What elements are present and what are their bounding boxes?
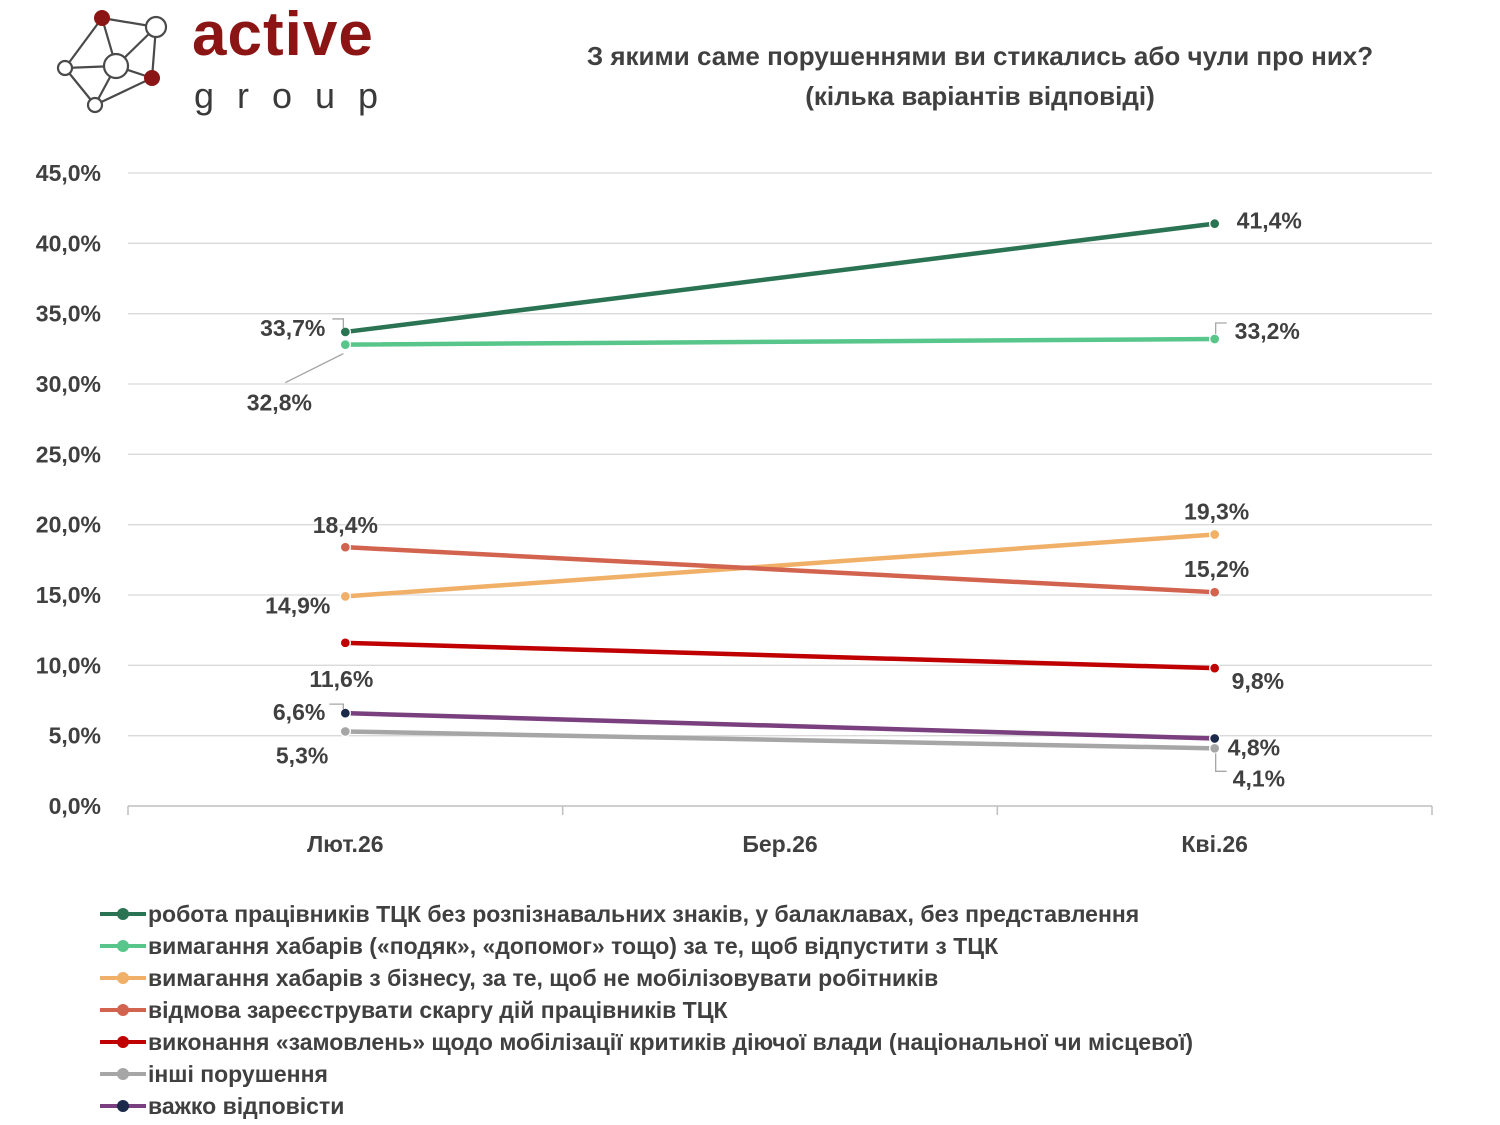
- y-tick-label: 15,0%: [36, 582, 101, 608]
- legend-label: вимагання хабарів з бізнесу, за те, щоб …: [148, 964, 939, 991]
- legend-label: виконання «замовлень» щодо мобілізації к…: [148, 1028, 1194, 1055]
- data-point-marker: [339, 541, 351, 553]
- legend-swatch: [100, 1090, 148, 1122]
- data-label: 18,4%: [313, 512, 378, 538]
- y-tick-label: 10,0%: [36, 652, 101, 678]
- network-logo-icon: [56, 10, 168, 114]
- series-line: [343, 336, 1217, 347]
- legend-item: вимагання хабарів («подяк», «допомог» то…: [100, 930, 1490, 962]
- y-tick-label: 5,0%: [49, 723, 101, 749]
- brand-logo: active group: [50, 4, 410, 118]
- data-point-marker: [339, 590, 351, 603]
- y-tick-label: 35,0%: [36, 301, 101, 327]
- x-tick-label: Лют.26: [307, 831, 383, 857]
- data-point-marker: [1209, 217, 1221, 230]
- data-point-marker: [1209, 742, 1221, 754]
- legend-label: важко відповісти: [148, 1092, 345, 1119]
- data-label-leader: [332, 318, 344, 328]
- data-label: 5,3%: [276, 742, 328, 768]
- brand-subtitle: group: [194, 75, 402, 116]
- data-point-marker: [339, 637, 351, 649]
- legend-swatch: [100, 994, 148, 1026]
- legend-swatch-marker: [117, 1004, 129, 1016]
- data-label: 33,2%: [1235, 318, 1300, 344]
- data-label: 4,8%: [1228, 734, 1280, 760]
- chart-title-line-2: (кілька варіантів відповіді): [805, 81, 1155, 111]
- y-tick-label: 40,0%: [36, 230, 101, 256]
- data-label: 19,3%: [1184, 499, 1249, 525]
- data-point-marker: [1209, 586, 1221, 598]
- legend-swatch-marker: [117, 1068, 129, 1080]
- legend-label: вимагання хабарів («подяк», «допомог» то…: [148, 932, 999, 959]
- series-line: [343, 221, 1217, 335]
- legend-item: виконання «замовлень» щодо мобілізації к…: [100, 1026, 1490, 1058]
- legend-swatch-marker: [117, 1036, 129, 1048]
- chart-title-line-1: З якими саме порушеннями ви стикались аб…: [586, 41, 1374, 71]
- legend-label: інші порушення: [148, 1060, 328, 1087]
- data-point-marker: [339, 338, 351, 351]
- data-label: 15,2%: [1184, 556, 1249, 582]
- data-label-leader: [1215, 753, 1227, 772]
- data-point-marker: [1209, 333, 1221, 345]
- x-tick-label: Кві.26: [1181, 831, 1248, 857]
- data-point-marker: [339, 725, 351, 738]
- legend-swatch: [100, 1026, 148, 1058]
- legend-item: вимагання хабарів з бізнесу, за те, щоб …: [100, 962, 1490, 994]
- data-label: 32,8%: [247, 390, 312, 416]
- y-tick-label: 45,0%: [36, 160, 101, 186]
- data-point-marker: [339, 707, 351, 719]
- legend-swatch: [100, 1058, 148, 1090]
- data-label-leader: [1215, 322, 1227, 334]
- legend-item: відмова зареєструвати скаргу дій працівн…: [100, 994, 1490, 1026]
- legend-label: робота працівників ТЦК без розпізнавальн…: [148, 900, 1140, 927]
- legend-item: важко відповісти: [100, 1090, 1490, 1122]
- brand-name: active: [192, 0, 374, 69]
- series-line: [343, 640, 1217, 671]
- data-point-marker: [1209, 662, 1221, 674]
- series-line: [343, 710, 1217, 741]
- legend-swatch-marker: [117, 1100, 129, 1112]
- y-tick-label: 30,0%: [36, 371, 101, 397]
- line-chart: 0,0% 5,0% 10,0% 15,0% 20,0% 25,0% 30,0% 35,0% 40…: [36, 160, 1433, 857]
- data-label: 14,9%: [265, 592, 330, 618]
- data-label-leader: [285, 353, 344, 384]
- series-line: [343, 729, 1217, 751]
- data-point-marker: [1209, 732, 1221, 745]
- legend-swatch-marker: [117, 908, 129, 920]
- data-label: 9,8%: [1232, 668, 1284, 694]
- legend-swatch-marker: [117, 940, 129, 952]
- data-label: 4,1%: [1233, 765, 1285, 791]
- legend-item: робота працівників ТЦК без розпізнавальн…: [100, 898, 1490, 930]
- data-point-marker: [339, 326, 351, 338]
- x-tick-label: Бер.26: [742, 831, 817, 857]
- legend-label: відмова зареєструвати скаргу дій працівн…: [148, 996, 728, 1023]
- chart-title: З якими саме порушеннями ви стикались аб…: [470, 36, 1490, 116]
- data-label: 11,6%: [309, 666, 373, 692]
- legend-swatch: [100, 962, 148, 994]
- series-line: [343, 544, 1217, 595]
- y-tick-label: 0,0%: [49, 793, 101, 819]
- legend-swatch-marker: [117, 972, 129, 984]
- legend-swatch: [100, 930, 148, 962]
- data-label: 41,4%: [1237, 208, 1302, 234]
- chart-legend: робота працівників ТЦК без розпізнавальн…: [100, 898, 1490, 1122]
- legend-item: інші порушення: [100, 1058, 1490, 1090]
- data-label: 6,6%: [273, 699, 325, 725]
- data-label: 33,7%: [260, 315, 325, 341]
- series-line: [343, 532, 1217, 599]
- y-tick-label: 20,0%: [36, 512, 101, 538]
- legend-swatch: [100, 898, 148, 930]
- y-tick-label: 25,0%: [36, 441, 101, 467]
- data-label-leader: [329, 703, 344, 710]
- data-point-marker: [1209, 528, 1221, 541]
